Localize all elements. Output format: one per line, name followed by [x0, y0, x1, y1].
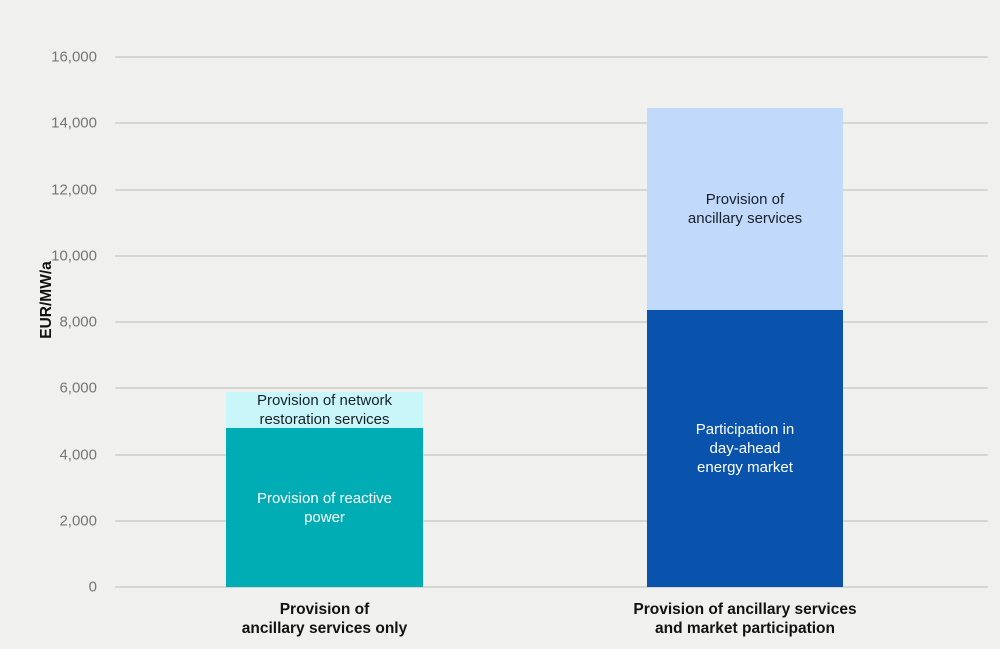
gridline-4000 [115, 453, 988, 456]
y-tick-label-2000: 2,000 [59, 512, 97, 530]
y-tick-label-0: 0 [88, 578, 97, 596]
y-tick-label-8000: 8,000 [59, 313, 97, 331]
y-tick-label-14000: 14,000 [51, 114, 97, 132]
y-tick-label-10000: 10,000 [51, 247, 97, 265]
bar-2: Participation in day-ahead energy market… [647, 108, 843, 587]
bar-1-segment-2-label: Provision of network restoration service… [256, 391, 393, 428]
y-tick-label-16000: 16,000 [51, 48, 97, 66]
bar-2-segment-2: Provision of ancillary services [647, 108, 843, 311]
bar-1-segment-1-label: Provision of reactive power [256, 489, 393, 526]
x-category-label-2: Provision of ancillary services and mark… [633, 601, 857, 637]
bar-1-segment-2: Provision of network restoration service… [226, 391, 423, 428]
gridline-8000 [115, 321, 988, 323]
bar-2-segment-1-label: Participation in day-ahead energy market [695, 421, 795, 477]
bar-2-segment-2-label: Provision of ancillary services [687, 191, 803, 228]
bar-2-segment-1: Participation in day-ahead energy market [647, 310, 843, 587]
gridline-0 [115, 586, 988, 588]
gridline-14000 [115, 122, 988, 125]
gridline-10000 [115, 254, 988, 257]
bar-1-segment-1: Provision of reactive power [226, 428, 423, 587]
gridline-6000 [115, 387, 988, 390]
gridline-2000 [115, 519, 988, 522]
y-tick-label-4000: 4,000 [59, 446, 97, 463]
bar-1: Provision of reactive power Provision of … [226, 391, 423, 587]
gridline-16000 [115, 56, 988, 58]
gridline-12000 [115, 188, 988, 191]
y-tick-label-12000: 12,000 [51, 181, 97, 198]
y-tick-label-6000: 6,000 [59, 379, 97, 397]
x-category-label-1: Provision of ancillary services only [241, 601, 408, 637]
